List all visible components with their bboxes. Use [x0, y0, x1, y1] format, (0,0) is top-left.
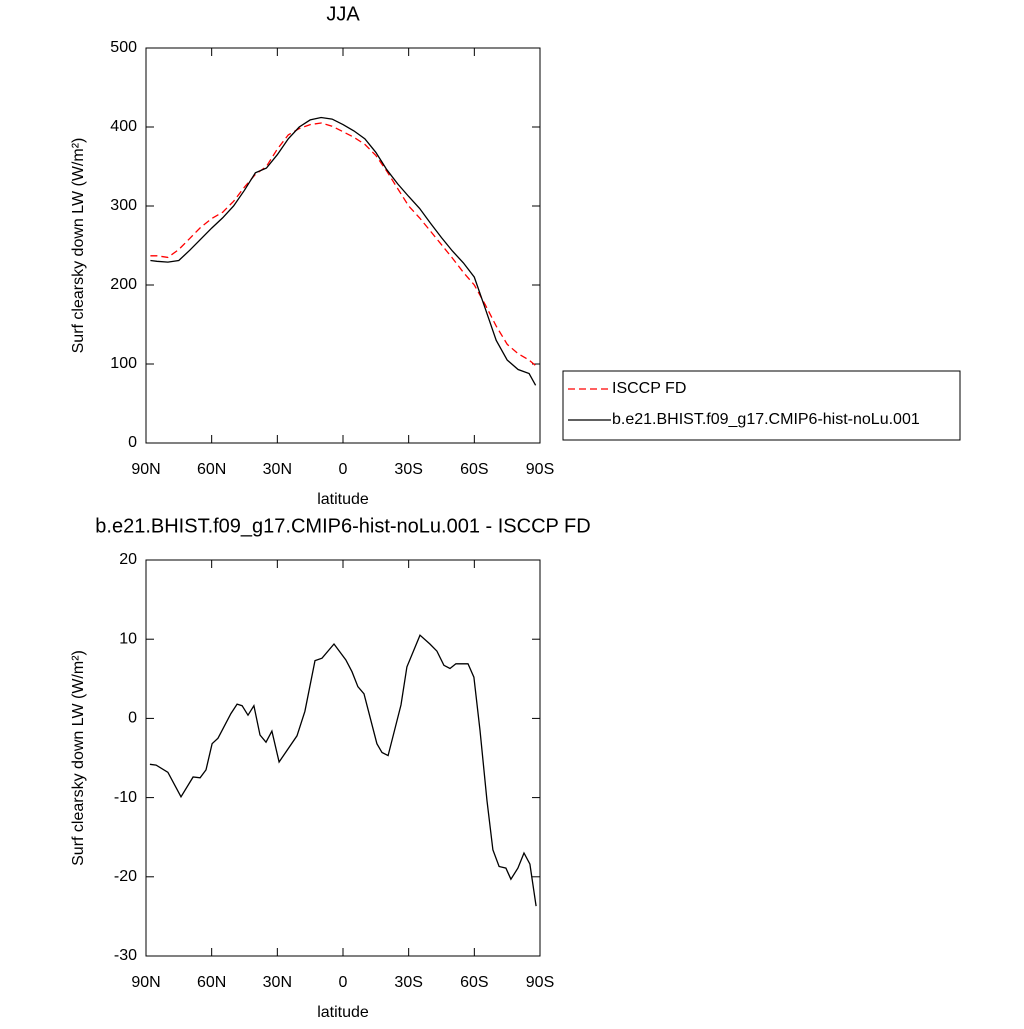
data-line — [150, 122, 537, 367]
y-tick-label: 500 — [110, 39, 137, 56]
x-tick-label: 30N — [263, 974, 292, 991]
plot-frame — [145, 47, 541, 444]
legend-box — [562, 370, 961, 441]
chart-title: b.e21.BHIST.f09_g17.CMIP6-hist-noLu.001 … — [95, 515, 590, 537]
x-tick-label: 60S — [460, 461, 488, 478]
y-tick-label: 0 — [128, 434, 137, 451]
chart-title: JJA — [326, 3, 360, 25]
y-axis-label: Surf clearsky down LW (W/m²) — [70, 650, 87, 866]
legend-label: b.e21.BHIST.f09_g17.CMIP6-hist-noLu.001 — [612, 411, 920, 428]
data-line — [149, 634, 537, 907]
data-line — [150, 116, 537, 386]
y-tick-label: -30 — [114, 947, 137, 964]
x-tick-label: 90S — [526, 974, 554, 991]
x-axis-label: latitude — [317, 491, 369, 508]
y-tick-label: 300 — [110, 197, 137, 214]
y-tick-label: 400 — [110, 118, 137, 135]
x-tick-label: 30S — [394, 974, 422, 991]
x-tick-label: 60N — [197, 974, 226, 991]
y-tick-label: 0 — [128, 710, 137, 727]
y-axis-label: Surf clearsky down LW (W/m²) — [70, 138, 87, 354]
y-tick-label: 100 — [110, 355, 137, 372]
x-tick-label: 90N — [131, 974, 160, 991]
y-tick-label: 20 — [119, 551, 137, 568]
y-tick-label: 200 — [110, 276, 137, 293]
y-tick-label: -10 — [114, 789, 137, 806]
x-tick-label: 30S — [394, 461, 422, 478]
x-tick-label: 90N — [131, 461, 160, 478]
x-tick-label: 90S — [526, 461, 554, 478]
x-tick-label: 0 — [339, 461, 348, 478]
x-tick-label: 60N — [197, 461, 226, 478]
legend-label: ISCCP FD — [612, 380, 686, 397]
x-tick-label: 0 — [339, 974, 348, 991]
y-tick-label: -20 — [114, 868, 137, 885]
y-tick-label: 10 — [119, 630, 137, 647]
x-tick-label: 30N — [263, 461, 292, 478]
plot-frame — [145, 559, 541, 957]
x-axis-label: latitude — [317, 1004, 369, 1021]
x-tick-label: 60S — [460, 974, 488, 991]
